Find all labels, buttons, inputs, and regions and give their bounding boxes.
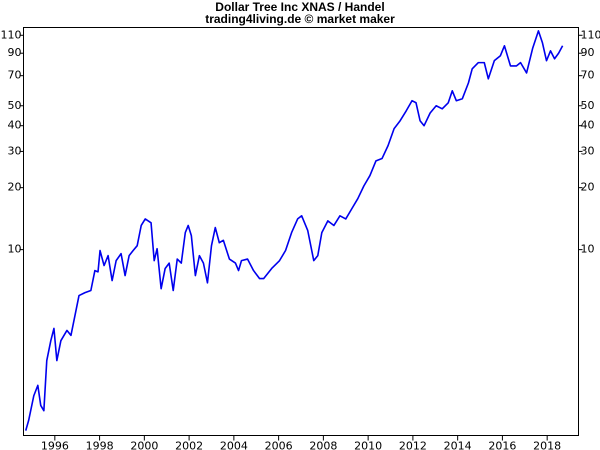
x-tick-label: 2018 — [533, 440, 561, 450]
x-tick-label: 2000 — [130, 440, 158, 450]
y2-tick-label: 10 — [581, 243, 595, 256]
x-tick-label: 2014 — [444, 440, 472, 450]
y-tick-label: 70 — [8, 69, 22, 82]
x-tick-label: 2012 — [399, 440, 427, 450]
y-tick-label: 50 — [8, 99, 22, 112]
y-tick-label: 10 — [8, 243, 22, 256]
price-line — [24, 30, 564, 431]
y-tick-label: 90 — [8, 46, 22, 59]
x-tick-label: 2004 — [220, 440, 248, 450]
y2-tick-label: 110 — [581, 28, 600, 41]
y2-tick-label: 90 — [581, 46, 595, 59]
y-tick-label: 110 — [1, 28, 22, 41]
x-tick-label: 1996 — [41, 440, 69, 450]
y2-tick-label: 50 — [581, 99, 595, 112]
x-tick-label: 1998 — [86, 440, 114, 450]
y2-tick-label: 70 — [581, 69, 595, 82]
y-tick-label: 20 — [8, 181, 22, 194]
y2-tick-label: 20 — [581, 181, 595, 194]
x-tick-label: 2010 — [354, 440, 382, 450]
x-tick-label: 2002 — [175, 440, 203, 450]
chart-title: Dollar Tree Inc XNAS / Handel — [215, 0, 384, 14]
chart-subtitle: trading4living.de © market maker — [205, 12, 395, 26]
y-tick-label: 30 — [8, 144, 22, 157]
y2-tick-label: 30 — [581, 144, 595, 157]
x-tick-label: 2006 — [265, 440, 293, 450]
x-tick-label: 2016 — [488, 440, 516, 450]
y-tick-label: 40 — [8, 119, 22, 132]
plot-frame — [23, 27, 579, 436]
y2-tick-label: 40 — [581, 119, 595, 132]
x-tick-label: 2008 — [309, 440, 337, 450]
